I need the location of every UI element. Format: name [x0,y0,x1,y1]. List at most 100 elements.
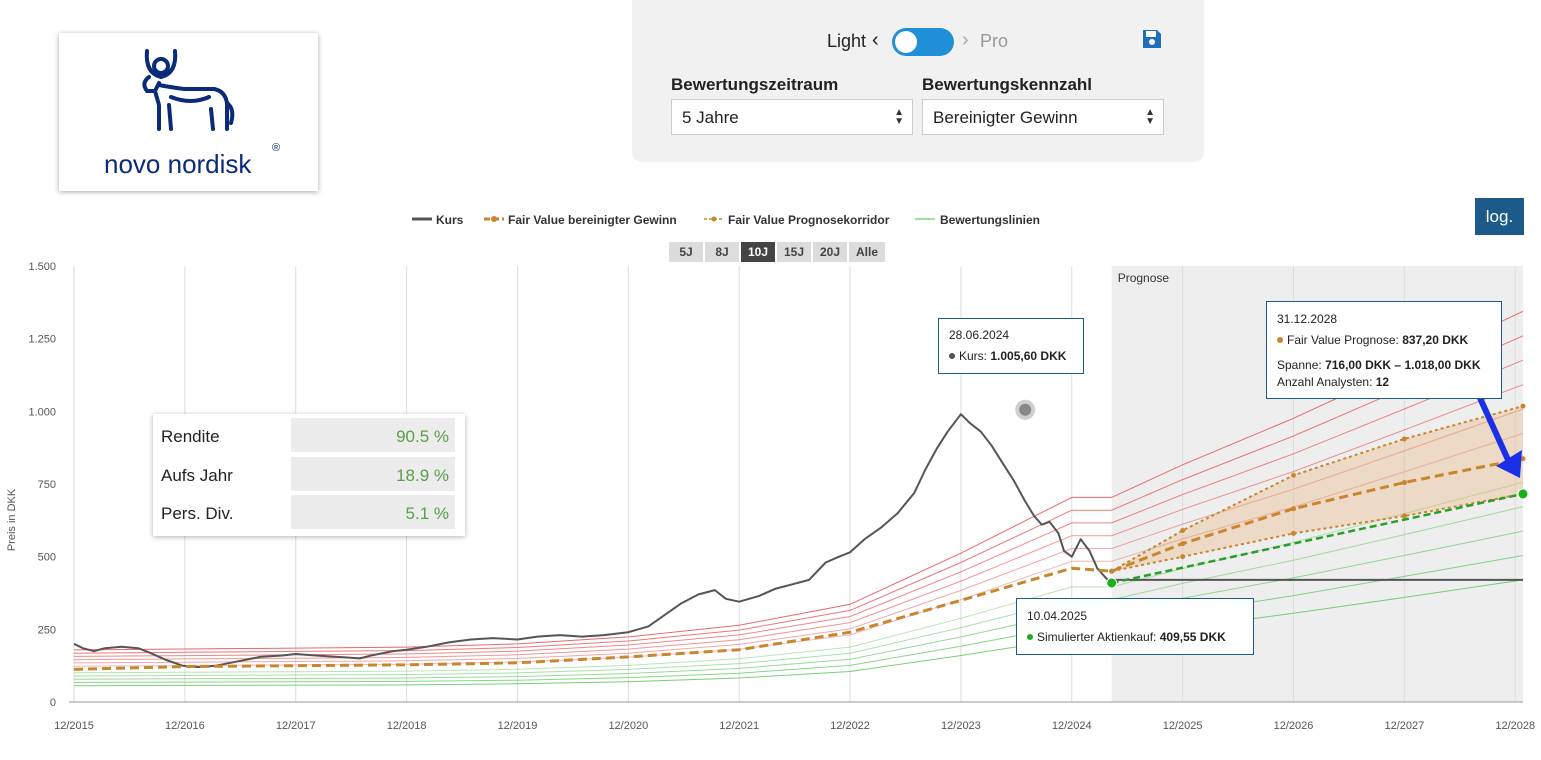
legend-fair-value[interactable]: Fair Value bereinigter Gewinn [508,213,677,227]
valuation-line [73,384,1524,661]
mode-toggle[interactable] [892,28,954,56]
tooltip-label: Fair Value Prognose: [1287,333,1399,347]
tooltip-value: 1.005,60 DKK [990,349,1067,363]
y-tick-label: 1.250 [28,334,56,346]
tooltip-sim-line: Simulierter Aktienkauf: 409,55 DKK [1027,630,1226,644]
korridor-point [1401,513,1407,519]
fair-value-point [1520,456,1526,462]
korridor-point [1401,436,1407,442]
company-logo: novo nordisk ® [59,33,318,191]
x-tick-label: 12/2019 [498,720,538,732]
controls-panel: Light ‹ › Pro Bewertungszeitraum 5 Jahre… [632,0,1204,162]
apis-bull-logo-icon: novo nordisk ® [104,49,280,179]
valuation-line [73,555,1524,683]
series-korridor-lower [1111,492,1524,573]
valuation-line [73,530,1524,680]
x-tick-label: 12/2023 [941,720,981,732]
dot-icon [1277,337,1283,343]
korridor-point [1291,530,1297,536]
tooltip-label: Spanne: [1277,358,1322,372]
x-tick-label: 12/2027 [1384,720,1424,732]
legend-fair-value-swatch [484,216,504,222]
toggle-knob [895,31,917,53]
stat-value: 18.9 % [291,457,455,491]
valuation-line [73,579,1524,687]
tooltip-analysts-line: Anzahl Analysten: 12 [1277,375,1389,389]
y-tick-label: 1.000 [28,406,56,418]
chart-legend: Kurs Fair Value bereinigter Gewinn Fair … [0,211,1541,229]
legend-korridor-swatch [704,216,724,222]
legend-bewertungslinien[interactable]: Bewertungslinien [940,213,1041,227]
fair-value-point [1291,506,1297,512]
tooltip-value: 409,55 DKK [1159,630,1226,644]
highlight-marker [1517,488,1529,500]
y-tick-label: 500 [38,552,56,564]
x-tick-label: 12/2021 [719,720,759,732]
range-10j-button[interactable]: 10J [741,242,775,262]
stat-label: Rendite [161,427,220,446]
brand-name: novo nordisk [104,149,252,179]
korridor-point [1180,554,1186,560]
period-label: Bewertungszeitraum [671,75,839,94]
range-15j-button[interactable]: 15J [777,242,811,262]
tooltip-value: 716,00 DKK – 1.018,00 DKK [1325,358,1481,372]
direction-arrow [1477,396,1522,478]
valuation-line [73,506,1524,677]
period-select[interactable]: 5 Jahre ▲ ▼ [671,99,913,135]
x-tick-label: 12/2016 [165,720,205,732]
metric-select[interactable]: Bereinigter Gewinn ▲ ▼ [922,99,1164,135]
valuation-line [73,310,1524,651]
stat-label: Aufs Jahr [161,466,233,485]
highlight-marker [1106,577,1118,589]
x-tick-label: 12/2025 [1163,720,1203,732]
mode-pro-label[interactable]: Pro [980,31,1009,51]
range-alle-button[interactable]: Alle [849,242,885,262]
period-select-value: 5 Jahre [682,108,739,127]
y-tick-label: 1.500 [28,261,56,273]
legend-korridor[interactable]: Fair Value Prognosekorridor [728,213,890,227]
metric-select-value: Bereinigter Gewinn [933,108,1078,127]
sim-tooltip: 10.04.2025 Simulierter Aktienkauf: 409,5… [1016,598,1254,655]
y-tick-label: 750 [38,479,56,491]
tooltip-date: 28.06.2024 [949,328,1010,342]
mode-switch-row: Light ‹ › Pro [632,28,1204,56]
range-8j-button[interactable]: 8J [705,242,739,262]
metric-label: Bewertungskennzahl [922,75,1093,94]
fair-value-point [1109,568,1115,574]
mode-light-label[interactable]: Light [827,31,867,51]
range-20j-button[interactable]: 20J [813,242,847,262]
tooltip-date: 10.04.2025 [1027,609,1088,623]
legend-kurs[interactable]: Kurs [436,213,464,227]
stat-pers-div: Pers. Div. 5.1 % [161,495,457,529]
valuation-line [73,359,1524,657]
highlight-marker [1019,403,1032,416]
chevron-right-icon: › [962,29,969,51]
tooltip-span-line: Spanne: 716,00 DKK – 1.018,00 DKK [1277,358,1480,372]
registered-mark: ® [272,142,280,154]
tooltip-value: 837,20 DKK [1402,333,1469,347]
x-tick-label: 12/2024 [1052,720,1092,732]
chart-series [73,403,1526,671]
x-tick-label: 12/2017 [276,720,316,732]
fair-value-point [1401,480,1407,486]
legend-kurs-swatch [412,217,432,221]
tooltip-date: 31.12.2028 [1277,312,1338,326]
fair-value-point [1180,541,1186,547]
highlight-markers [1015,399,1529,589]
y-tick-label: 250 [38,624,56,636]
tooltip-kurs-line: Kurs: 1.005,60 DKK [949,349,1066,363]
kurs-tooltip: 28.06.2024 Kurs: 1.005,60 DKK [938,318,1084,374]
x-tick-label: 12/2026 [1274,720,1314,732]
range-5j-button[interactable]: 5J [669,242,703,262]
x-tick-label: 12/2020 [608,720,648,732]
save-icon[interactable] [1141,28,1163,50]
valuation-line [73,335,1524,654]
korridor-point [1180,528,1186,534]
stat-value: 90.5 % [291,418,455,452]
prognose-label: Prognose [1118,271,1170,285]
x-tick-label: 12/2015 [54,720,94,732]
x-tick-label: 12/2022 [830,720,870,732]
log-scale-button[interactable]: log. [1475,198,1524,235]
tooltip-label: Simulierter Aktienkauf: [1037,630,1157,644]
tooltip-label: Anzahl Analysten: [1277,375,1373,389]
